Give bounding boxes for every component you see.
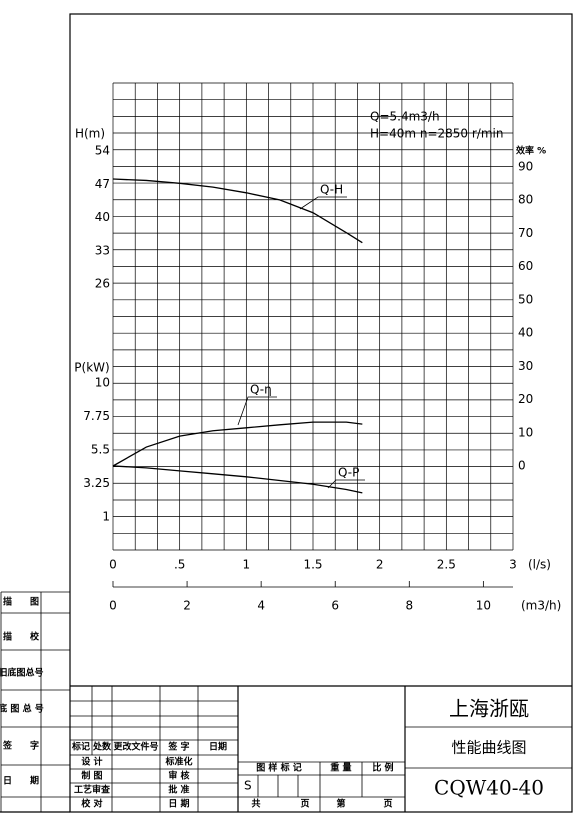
drawing-mark: S — [244, 779, 252, 793]
x-tick-label: 1 — [243, 558, 251, 572]
y3-tick-label: 7.75 — [83, 409, 110, 423]
x-tick-label: 2 — [376, 558, 384, 572]
y2-tick-label: 20 — [518, 392, 533, 406]
y2-tick-label: 80 — [518, 193, 533, 207]
x-tick-label: 3 — [509, 558, 517, 572]
curve — [112, 178, 363, 244]
page-text: 页 — [300, 799, 309, 810]
y2-tick-label: 10 — [518, 425, 533, 439]
x2-tick-label: 2 — [183, 599, 191, 613]
x-tick-label: 2.5 — [437, 558, 456, 572]
y2-tick-label: 0 — [518, 459, 526, 473]
info-header: 图 样 标 记 — [256, 762, 301, 774]
leader-line — [299, 196, 347, 210]
curve — [112, 421, 363, 467]
y2-tick-label: 40 — [518, 326, 533, 340]
y2-tick-label: 50 — [518, 292, 533, 306]
x2-tick-label: 10 — [476, 599, 491, 613]
side-label: 签 字 — [2, 740, 39, 752]
frame — [69, 13, 573, 813]
signature-role: 工艺审查 — [74, 784, 111, 796]
revision-header: 标记 — [71, 741, 90, 753]
x2-tick-label: 0 — [109, 599, 117, 613]
x-tick-label: .5 — [174, 558, 185, 572]
y2-tick-label: 70 — [518, 226, 533, 240]
x2-tick-label: 8 — [405, 599, 413, 613]
y-tick-label: 40 — [95, 210, 110, 224]
signature-role: 批 准 — [168, 784, 189, 796]
y-axis-label: H(m) — [75, 127, 105, 141]
y2-tick-label: 90 — [518, 160, 533, 174]
y-tick-label: 54 — [95, 144, 110, 158]
info-header: 重 量 — [330, 762, 351, 774]
signature-role: 校 对 — [81, 798, 102, 810]
page-text: 页 — [383, 799, 392, 810]
y-tick-label: 26 — [95, 277, 110, 291]
title-block-lines — [70, 685, 572, 812]
signature-role: 制 图 — [81, 770, 102, 782]
leader-line — [327, 479, 365, 489]
x2-axis-label: (m3/h) — [521, 599, 561, 613]
y3-tick-label: 1 — [102, 510, 110, 524]
y3-tick-label: 10 — [95, 376, 110, 390]
curve-label: Q-H — [320, 183, 343, 197]
y3-tick-label: 5.5 — [91, 443, 110, 457]
curve-label: Q-P — [338, 466, 359, 480]
company: 上海浙瓯 — [449, 697, 529, 721]
side-rows — [1, 591, 70, 798]
page-text: 第 — [336, 798, 345, 810]
x-tick-label: 0 — [109, 558, 117, 572]
page-text: 共 — [251, 798, 260, 810]
side-label: 底 图 总 号 — [0, 703, 44, 715]
y3-tick-label: 3.25 — [83, 476, 110, 490]
side-label: 描 图 — [3, 596, 39, 608]
signature-role: 日 期 — [168, 798, 189, 810]
y-tick-label: 33 — [95, 243, 110, 257]
y3-axis-label: P(kW) — [74, 361, 109, 375]
revision-header: 签 字 — [167, 741, 189, 753]
curve-label: Q-η — [250, 383, 272, 397]
info-header: 比 例 — [372, 762, 393, 774]
x-axis-label: (l/s) — [528, 558, 551, 572]
drawing-name: 性能曲线图 — [451, 739, 526, 757]
annotation: H=40m n=2850 r/min — [370, 127, 503, 141]
y-tick-label: 47 — [95, 177, 110, 191]
y2-axis-label: 效率 % — [516, 145, 546, 157]
y2-tick-label: 60 — [518, 259, 533, 273]
signature-role: 审 核 — [168, 770, 189, 782]
signature-role: 设 计 — [81, 756, 102, 768]
x-tick-label: 1.5 — [303, 558, 322, 572]
side-label: 描 校 — [3, 631, 40, 643]
revision-header: 日期 — [209, 741, 227, 753]
side-label: 旧底图总号 — [0, 667, 44, 679]
side-label: 日 期 — [3, 775, 39, 787]
curve — [112, 465, 363, 494]
revision-header: 处数 — [92, 741, 112, 753]
signature-role: 标准化 — [164, 756, 192, 768]
x2-tick-label: 4 — [257, 599, 265, 613]
y2-tick-label: 30 — [518, 359, 533, 373]
model: CQW40-40 — [434, 776, 544, 800]
leader-line — [237, 396, 277, 426]
revision-header: 更改文件号 — [113, 741, 158, 753]
x2-tick-label: 6 — [331, 599, 339, 613]
